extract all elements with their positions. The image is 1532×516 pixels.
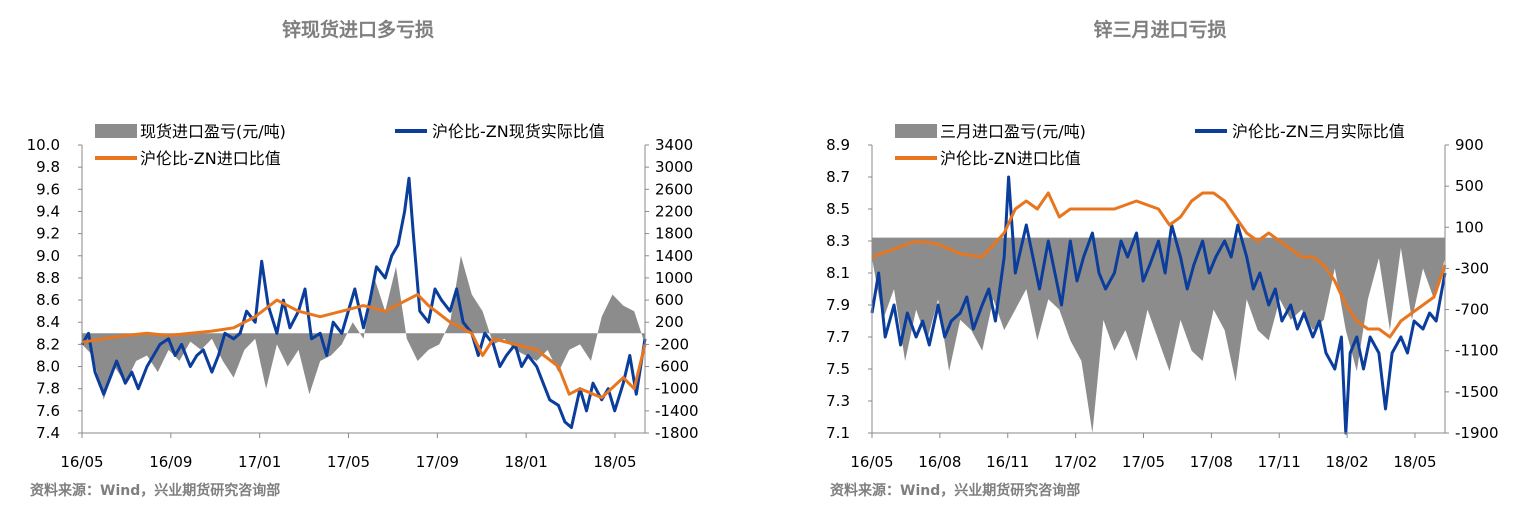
y-left-tick-label: 9.0	[36, 247, 60, 265]
y-left-tick-label: 8.0	[36, 358, 60, 376]
y-left-tick-label: 7.3	[826, 392, 850, 410]
y-right-tick-label: 200	[655, 313, 684, 331]
x-tick-label: 17/09	[416, 453, 459, 471]
x-tick-label: 17/11	[1258, 453, 1301, 471]
y-right-tick-label: -1800	[655, 424, 699, 442]
axes: 10.0 9.8 9.6 9.4 9.2 9.0 8.8 8.6 8.4 8.2 8.0 7.8 7.6…	[27, 136, 699, 471]
y-right-tick-label: 100	[1455, 218, 1484, 236]
area-series-profit-loss	[872, 237, 1445, 433]
y-right-tick-label: 600	[655, 291, 684, 309]
line-series	[80, 176, 647, 429]
x-tick-label: 16/05	[60, 453, 103, 471]
y-left-tick-label: 8.3	[826, 232, 850, 250]
legend-swatch-area	[95, 124, 137, 138]
x-tick-label: 17/02	[1054, 453, 1097, 471]
legend-label-orange: 沪伦比-ZN进口比值	[140, 149, 281, 168]
y-right-tick-label: 1800	[655, 225, 693, 243]
y-right-tick-label: 2600	[655, 180, 693, 198]
legend: 三月进口盈亏(元/吨) 沪伦比-ZN三月实际比值 沪伦比-ZN进口比值	[895, 122, 1405, 168]
line-series-import-ratio	[81, 293, 647, 400]
chart-left: 锌现货进口多亏损 现货进口盈亏(元/吨) 沪伦比-ZN现货实际比值 沪伦比-ZN…	[27, 18, 699, 499]
y-right-tick-label: -200	[655, 335, 689, 353]
y-left-tick-label: 7.8	[36, 380, 60, 398]
x-tick-label: 18/02	[1326, 453, 1369, 471]
x-tick-label: 17/05	[327, 453, 370, 471]
x-tick-label: 17/05	[1122, 453, 1165, 471]
x-tick-label: 18/05	[1393, 453, 1436, 471]
y-left-tick-label: 8.5	[826, 200, 850, 218]
y-right-tick-label: 2200	[655, 202, 693, 220]
legend: 现货进口盈亏(元/吨) 沪伦比-ZN现货实际比值 沪伦比-ZN进口比值	[95, 122, 605, 168]
y-left-tick-label: 9.4	[36, 202, 60, 220]
y-right-tick-label: 1000	[655, 269, 693, 287]
chart-title: 锌三月进口亏损	[1093, 18, 1226, 41]
legend-label-area: 三月进口盈亏(元/吨)	[940, 122, 1086, 141]
legend-label-blue: 沪伦比-ZN现货实际比值	[432, 122, 605, 141]
y-right-tick-label: 1400	[655, 247, 693, 265]
y-left-tick-label: 9.6	[36, 180, 60, 198]
y-right-tick-label: -1000	[655, 380, 699, 398]
x-tick-label: 18/01	[505, 453, 548, 471]
x-tick-label: 16/09	[149, 453, 192, 471]
y-left-tick-label: 8.6	[36, 291, 60, 309]
y-right-tick-label: -1500	[1455, 383, 1499, 401]
x-tick-label: 16/05	[850, 453, 893, 471]
legend-label-blue: 沪伦比-ZN三月实际比值	[1232, 122, 1405, 141]
y-left-tick-label: 7.1	[826, 424, 850, 442]
y-right-tick-label: 500	[1455, 177, 1484, 195]
y-right-tick-label: -1400	[655, 402, 699, 420]
y-left-tick-label: 9.2	[36, 225, 60, 243]
x-tick-label: 16/08	[918, 453, 961, 471]
line-series	[870, 175, 1447, 435]
source-note: 资料来源：Wind，兴业期货研究咨询部	[30, 482, 280, 499]
legend-label-area: 现货进口盈亏(元/吨)	[140, 122, 286, 141]
legend-swatch-area	[895, 124, 937, 138]
x-tick-label: 17/01	[238, 453, 281, 471]
y-left-tick-label: 8.8	[36, 269, 60, 287]
y-left-tick-label: 8.9	[826, 136, 850, 154]
y-left-tick-label: 8.2	[36, 335, 60, 353]
y-left-tick-label: 7.5	[826, 360, 850, 378]
x-tick-label: 16/11	[986, 453, 1029, 471]
line-series-actual-ratio	[80, 176, 647, 429]
x-tick-label: 17/08	[1190, 453, 1233, 471]
y-right-tick-label: -1100	[1455, 342, 1499, 360]
y-left-tick-label: 8.7	[826, 168, 850, 186]
y-left-tick-label: 9.8	[36, 158, 60, 176]
source-note: 资料来源：Wind，兴业期货研究咨询部	[830, 482, 1080, 499]
y-left-tick-label: 7.7	[826, 328, 850, 346]
y-right-tick-label: 900	[1455, 136, 1484, 154]
y-right-tick-label: -700	[1455, 301, 1489, 319]
y-left-tick-label: 8.1	[826, 264, 850, 282]
legend-label-orange: 沪伦比-ZN进口比值	[940, 149, 1081, 168]
y-right-tick-label: -1900	[1455, 424, 1499, 442]
y-left-tick-label: 7.4	[36, 424, 60, 442]
chart-right: 锌三月进口亏损 三月进口盈亏(元/吨) 沪伦比-ZN三月实际比值 沪伦比-ZN进…	[826, 18, 1498, 499]
y-left-tick-label: 8.4	[36, 313, 60, 331]
y-right-tick-label: 3400	[655, 136, 693, 154]
y-left-tick-label: 10.0	[27, 136, 60, 154]
y-right-tick-label: 3000	[655, 158, 693, 176]
chart-title: 锌现货进口多亏损	[282, 18, 434, 41]
y-left-tick-label: 7.6	[36, 402, 60, 420]
line-series-actual-ratio	[870, 175, 1447, 435]
line-series-import-ratio	[871, 191, 1447, 339]
area-series	[872, 237, 1445, 433]
y-right-tick-label: -600	[655, 358, 689, 376]
axes: 8.9 8.7 8.5 8.3 8.1 7.9 7.7 7.5 7.3 7.1 900 500 100 -…	[826, 136, 1498, 471]
y-right-tick-label: -300	[1455, 259, 1489, 277]
x-tick-label: 18/05	[593, 453, 636, 471]
y-left-tick-label: 7.9	[826, 296, 850, 314]
